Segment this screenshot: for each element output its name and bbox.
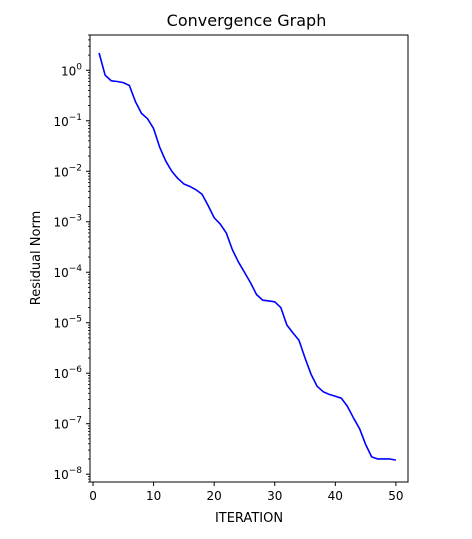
y-tick-exponent: −1	[69, 113, 82, 123]
residual-series-line	[98, 52, 397, 461]
y-tick-label: 10−2	[53, 163, 82, 179]
x-tick-label: 0	[89, 489, 97, 503]
x-axis-label: ITERATION	[215, 511, 283, 526]
y-tick-label: 10−7	[53, 416, 82, 432]
y-tick-label: 10−4	[53, 264, 82, 280]
y-tick-exponent: −2	[69, 163, 82, 173]
x-tick-label: 20	[207, 489, 222, 503]
x-tick-label: 30	[267, 489, 282, 503]
y-tick-label: 100	[61, 62, 82, 78]
y-tick-label: 10−1	[53, 113, 82, 129]
chart-title: Convergence Graph	[167, 11, 327, 30]
y-tick-label: 10−8	[53, 466, 82, 482]
y-tick-base: 10	[53, 165, 68, 179]
y-axis-label: Residual Norm	[29, 211, 44, 306]
y-tick-base: 10	[53, 216, 68, 230]
plot-area: 0 10 20 30 40 5010010−110−210−310−410−510−610…	[53, 34, 404, 503]
y-tick-exponent: −5	[69, 315, 82, 325]
y-tick-base: 10	[53, 468, 68, 482]
y-tick-exponent: −4	[69, 264, 83, 274]
y-tick-base: 10	[53, 317, 68, 331]
x-tick-label: 40	[328, 489, 343, 503]
x-tick-label: 50	[388, 489, 403, 503]
y-tick-exponent: 0	[76, 62, 82, 72]
y-tick-base: 10	[53, 266, 68, 280]
y-tick-label: 10−3	[53, 214, 82, 230]
y-tick-exponent: −3	[69, 214, 82, 224]
x-tick-label: 10	[146, 489, 161, 503]
y-tick-label: 10−5	[53, 315, 82, 331]
y-tick-exponent: −8	[69, 466, 83, 476]
y-tick-label: 10−6	[53, 365, 82, 381]
y-tick-exponent: −7	[69, 416, 82, 426]
y-tick-base: 10	[61, 64, 76, 78]
plot-frame	[89, 34, 409, 483]
y-tick-base: 10	[53, 418, 68, 432]
y-tick-base: 10	[53, 115, 68, 129]
y-tick-exponent: −6	[69, 365, 83, 375]
y-tick-base: 10	[53, 367, 68, 381]
